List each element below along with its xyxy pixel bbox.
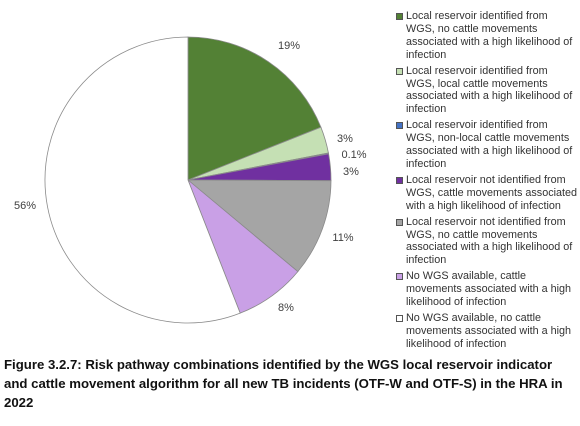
legend-item-3: Local reservoir identified from WGS, non… <box>396 119 578 171</box>
legend-item-2: Local reservoir identified from WGS, loc… <box>396 65 578 117</box>
data-label-4: 3% <box>343 166 359 178</box>
pie-slice-1 <box>187 36 322 181</box>
legend-swatch-7 <box>396 314 403 322</box>
chart-legend: Local reservoir identified from WGS, no … <box>396 10 578 354</box>
legend-item-7: No WGS available, no cattle movements as… <box>396 312 578 351</box>
legend-label-4: Local reservoir not identified from WGS,… <box>406 173 578 212</box>
data-label-5: 11% <box>332 232 353 244</box>
legend-item-6: No WGS available, cattle movements assoc… <box>396 270 578 309</box>
legend-swatch-2 <box>396 67 403 75</box>
pie-chart: 19% 3% 0.1% 3% 11% 8% 56% <box>14 36 367 324</box>
data-label-3: 0.1% <box>341 149 366 161</box>
legend-item-4: Local reservoir not identified from WGS,… <box>396 174 578 213</box>
legend-label-3: Local reservoir identified from WGS, non… <box>406 119 573 170</box>
data-label-2: 3% <box>337 133 353 145</box>
legend-label-5: Local reservoir not identified from WGS,… <box>406 215 573 267</box>
legend-swatch-3 <box>396 122 403 130</box>
data-label-1: 19% <box>278 40 300 52</box>
legend-item-1: Local reservoir identified from WGS, no … <box>396 10 578 62</box>
legend-label-2: Local reservoir identified from WGS, loc… <box>406 64 573 116</box>
data-label-6: 8% <box>278 302 294 314</box>
pie-slice-7 <box>44 36 241 324</box>
legend-swatch-6 <box>396 273 403 281</box>
legend-label-1: Local reservoir identified from WGS, no … <box>406 10 573 61</box>
figure-caption: Figure 3.2.7: Risk pathway combinations … <box>4 357 563 410</box>
legend-swatch-1 <box>396 13 403 20</box>
pie-slice-5 <box>186 179 332 273</box>
data-label-7: 56% <box>14 200 36 212</box>
legend-swatch-4 <box>396 176 403 184</box>
legend-label-7: No WGS available, no cattle movements as… <box>406 311 572 350</box>
legend-item-5: Local reservoir not identified from WGS,… <box>396 216 578 268</box>
legend-swatch-5 <box>396 218 403 226</box>
legend-label-6: No WGS available, cattle movements assoc… <box>406 270 572 309</box>
